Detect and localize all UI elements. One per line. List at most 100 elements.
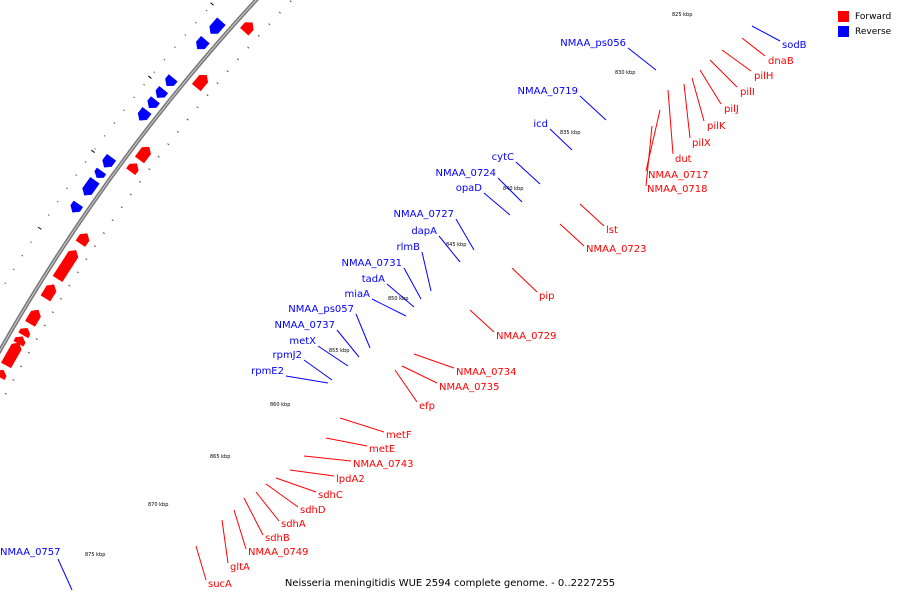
minor-tick (35, 338, 38, 341)
minor-tick (4, 282, 7, 284)
tick-mark (91, 149, 95, 153)
minor-tick (194, 21, 197, 24)
tick-label: 870 kbp (148, 502, 168, 508)
leader-rpme2 (285, 375, 329, 384)
tick-label: 855 kbp (329, 348, 349, 354)
minor-tick (167, 143, 170, 146)
leader-cytc (515, 161, 541, 185)
leader-nmaa-0727 (455, 218, 475, 251)
gene-label-nmaa-0734: NMAA_0734 (456, 367, 517, 378)
minor-tick (59, 297, 63, 300)
minor-tick (184, 34, 187, 36)
leader-nmaa-0743 (303, 455, 352, 462)
minor-tick (289, 0, 292, 3)
minor-tick (153, 71, 156, 74)
minor-tick (205, 9, 208, 12)
reverse-gene (155, 85, 169, 98)
gene-label-miaa: miaA (345, 289, 371, 300)
minor-tick (206, 94, 209, 97)
minor-tick (196, 106, 199, 109)
minor-tick (120, 206, 123, 209)
gene-label-nmaa-0727: NMAA_0727 (393, 209, 454, 220)
gene-label-sdhb: sdhB (265, 533, 290, 544)
reverse-gene (70, 200, 84, 213)
minor-tick (111, 219, 114, 222)
gene-label-nmaa-0718: NMAA_0718 (647, 184, 708, 195)
gene-label-sodb: sodB (782, 40, 807, 51)
forward-swatch (838, 11, 849, 22)
leader-nmaa-0737 (336, 329, 360, 358)
reverse-gene (147, 96, 160, 109)
reverse-gene (137, 106, 152, 121)
tick-label: 830 kbp (615, 70, 635, 76)
minor-tick (94, 148, 96, 150)
tick-label: 865 kbp (210, 454, 230, 460)
minor-tick (247, 46, 250, 49)
minor-tick (68, 284, 71, 287)
leader-pilk (691, 77, 705, 122)
minor-tick (102, 232, 105, 235)
minor-tick (56, 200, 59, 203)
gene-label-nmaa-0735: NMAA_0735 (439, 382, 500, 393)
gene-label-glta: gltA (230, 562, 250, 573)
forward-gene (239, 22, 254, 36)
forward-gene (75, 233, 90, 247)
minor-tick (19, 365, 23, 368)
gene-label-rlmb: rlmB (397, 242, 421, 253)
forward-gene (52, 250, 79, 283)
leader-nmaa-ps056 (627, 47, 657, 71)
leader-nmaa-ps057 (355, 313, 371, 349)
forward-gene (126, 163, 139, 176)
leader-dnab (741, 37, 766, 57)
reverse-gene (94, 167, 107, 178)
tick-label: 840 kbp (503, 186, 523, 192)
reverse-gene (196, 35, 210, 50)
minor-tick (85, 258, 88, 261)
reverse-swatch (838, 26, 849, 37)
legend-label-reverse: Reverse (855, 26, 892, 37)
gene-label-nmaa-0724: NMAA_0724 (435, 168, 496, 179)
gene-label-lpda2: lpdA2 (336, 474, 365, 485)
leader-sdhb (243, 497, 264, 536)
leader-lst (579, 203, 605, 227)
backbone-arc (0, 0, 260, 355)
gene-label-pilj: pilJ (724, 104, 739, 115)
leader-icd (549, 128, 573, 151)
gene-label-rpmj2: rpmJ2 (272, 350, 302, 361)
gene-label-dnab: dnaB (768, 56, 794, 67)
minor-tick (76, 271, 79, 274)
minor-tick (278, 11, 281, 14)
gene-label-nmaa-0743: NMAA_0743 (353, 459, 414, 470)
minor-tick (216, 82, 219, 85)
leader-nmaa-0723 (559, 223, 585, 247)
minor-tick (21, 254, 24, 257)
tick-mark (210, 2, 214, 6)
leader-pilh (721, 49, 752, 72)
gene-label-metf: metF (386, 430, 412, 441)
minor-tick (4, 392, 7, 395)
gene-label-nmaa-0737: NMAA_0737 (274, 320, 335, 331)
backbone-highlight (0, 0, 258, 352)
leader-miaa (371, 298, 407, 317)
forward-gene (0, 369, 7, 381)
tick-label: 875 kbp (85, 552, 105, 558)
gene-label-nmaa-ps057: NMAA_ps057 (288, 304, 354, 315)
leader-sdha (255, 491, 280, 522)
reverse-gene (165, 74, 178, 87)
minor-tick (113, 122, 116, 124)
forward-gene (13, 336, 26, 347)
minor-tick (27, 351, 30, 354)
gene-label-pilk: pilK (707, 121, 726, 132)
gene-label-nmaa-0723: NMAA_0723 (586, 244, 647, 255)
legend-item-reverse: Reverse (838, 24, 898, 39)
leader-nmaa-0719 (579, 95, 607, 121)
gene-label-suca: sucA (208, 579, 232, 590)
gene-label-mete: metE (369, 444, 395, 455)
gene-label-sdhc: sdhC (318, 490, 343, 501)
gene-label-nmaa-0729: NMAA_0729 (496, 331, 557, 342)
leader-nmaa-0734 (413, 353, 455, 369)
gene-label-nmaa-ps056: NMAA_ps056 (560, 38, 626, 49)
minor-tick (84, 161, 87, 163)
leader-dapa (438, 235, 461, 263)
